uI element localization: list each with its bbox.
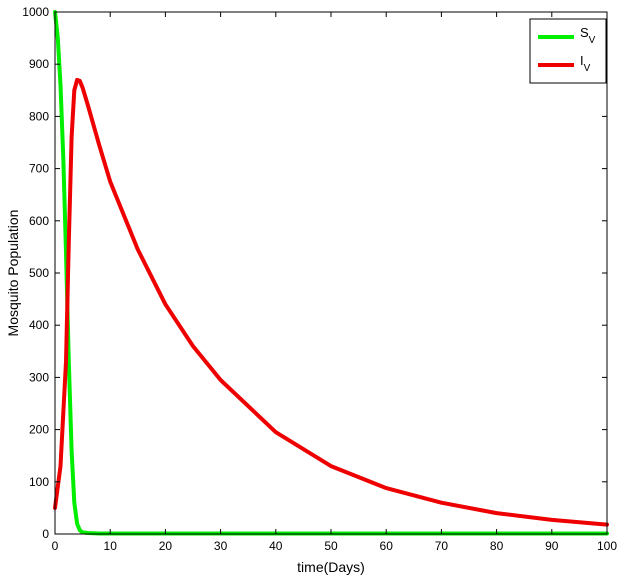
y-tick-label: 1000	[22, 5, 49, 19]
series-line-iv	[53, 77, 609, 527]
x-tick-label: 40	[269, 539, 283, 553]
y-tick-label: 0	[42, 527, 49, 541]
y-tick-label: 100	[29, 475, 49, 489]
x-tick-label: 20	[159, 539, 173, 553]
y-tick-label: 900	[29, 57, 49, 71]
legend-label-subscript: V	[589, 35, 596, 46]
legend-label: I	[580, 53, 584, 68]
y-tick-label: 400	[29, 318, 49, 332]
y-tick-label: 200	[29, 423, 49, 437]
x-tick-label: 80	[490, 539, 504, 553]
x-tick-label: 70	[435, 539, 449, 553]
y-tick-label: 700	[29, 162, 49, 176]
plot-area	[55, 12, 607, 534]
x-tick-label: 100	[597, 539, 617, 553]
legend-label-subscript: V	[584, 63, 591, 74]
x-tick-label: 60	[380, 539, 394, 553]
x-tick-label: 30	[214, 539, 228, 553]
x-tick-label: 90	[545, 539, 559, 553]
x-tick-label: 10	[104, 539, 118, 553]
y-tick-label: 600	[29, 214, 49, 228]
x-axis-title: time(Days)	[297, 559, 365, 575]
x-tick-label: 50	[324, 539, 338, 553]
legend-box	[529, 18, 607, 84]
y-tick-label: 800	[29, 109, 49, 123]
legend-label: S	[580, 25, 589, 40]
x-tick-label: 0	[52, 539, 59, 553]
y-tick-label: 500	[29, 266, 49, 280]
ticks-layer: 0 10 20 30 40 50 60 70 80 90 100010020030040050060…	[22, 5, 617, 553]
y-axis-title: Mosquito Population	[5, 210, 21, 337]
y-tick-label: 300	[29, 370, 49, 384]
